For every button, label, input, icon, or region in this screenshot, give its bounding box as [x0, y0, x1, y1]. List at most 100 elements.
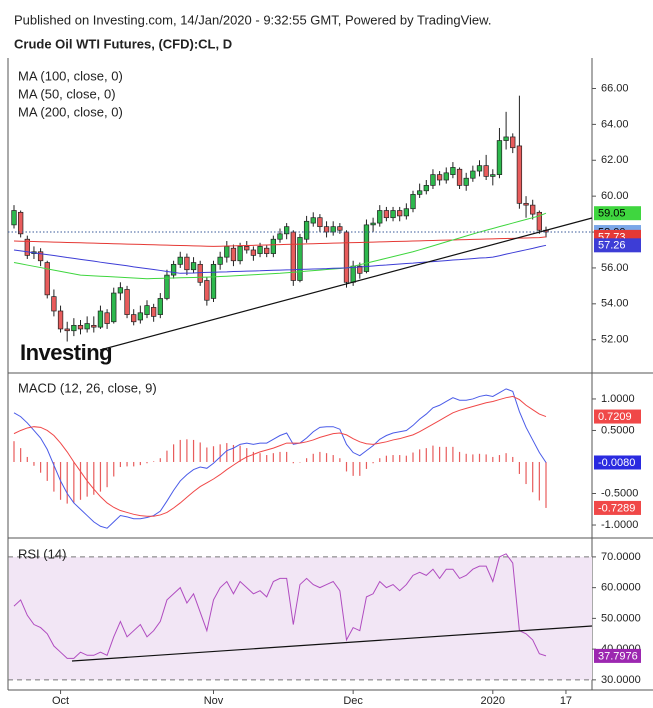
candle-body: [496, 140, 503, 175]
histogram-bar: [93, 461, 95, 495]
panel-title: MACD (12, 26, close, 9): [18, 380, 157, 395]
series-line: [13, 244, 547, 274]
histogram-bar: [20, 448, 22, 462]
candle-body: [284, 226, 290, 235]
histogram-bar: [419, 449, 421, 462]
candle-body: [476, 165, 483, 172]
histogram-bar: [339, 458, 341, 462]
candle-body: [430, 174, 436, 186]
histogram-bar: [518, 461, 520, 474]
histogram-bar: [365, 461, 368, 469]
y-tick-label: 54.00: [601, 298, 629, 310]
candle-body: [144, 305, 150, 315]
histogram-bar: [412, 452, 414, 462]
logo: Investing: [20, 340, 112, 365]
histogram-bar: [545, 461, 547, 508]
histogram-bar: [73, 461, 75, 503]
labels: 52.0054.0056.0058.0060.0062.0064.0066.00…: [52, 82, 641, 707]
histogram-bar: [119, 461, 121, 468]
candle-body: [323, 226, 330, 233]
candle-body: [423, 185, 429, 192]
candle-body: [184, 256, 190, 271]
x-tick-label: 17: [560, 695, 572, 707]
histogram-bar: [292, 461, 294, 464]
candle-body: [377, 210, 383, 224]
candle-body: [137, 312, 144, 321]
x-tick-label: 2020: [481, 695, 505, 707]
candle-body: [270, 238, 276, 254]
value-tag-label: 37.7976: [598, 650, 638, 662]
histogram-bar: [359, 461, 361, 476]
histogram-bar: [425, 448, 427, 462]
candle-body: [363, 224, 370, 272]
value-tag: [594, 206, 641, 221]
histogram-bar: [372, 461, 374, 464]
histogram-bar: [79, 461, 82, 500]
candle-body: [337, 226, 343, 231]
value-tag-label: 59.05: [598, 208, 626, 220]
x-tick-label: Nov: [204, 695, 224, 707]
histogram-bar: [332, 455, 334, 462]
candle-body: [117, 287, 124, 294]
y-tick-label: 62.00: [601, 154, 629, 166]
histogram-bar: [166, 450, 168, 462]
candle-body: [390, 210, 396, 219]
y-tick-label: 1.0000: [601, 393, 635, 405]
histogram-bar: [219, 444, 221, 462]
candle-body: [483, 165, 489, 177]
candle-body: [410, 194, 416, 210]
legend-entry: MA (50, close, 0): [18, 86, 116, 101]
histogram-bar: [286, 451, 288, 462]
candle-body: [244, 246, 250, 251]
series-line: [13, 236, 547, 247]
candle-body: [177, 256, 183, 265]
value-tag: [594, 648, 641, 663]
histogram-bar: [106, 461, 108, 488]
candle-body: [523, 202, 529, 206]
y-tick-label: 66.00: [601, 82, 629, 94]
histogram-bar: [126, 461, 128, 467]
series-line: [13, 395, 547, 517]
candle-body: [330, 226, 336, 233]
panel-title: RSI (14): [18, 546, 66, 561]
candle-body: [516, 145, 523, 204]
y-tick-label: -0.5000: [601, 487, 638, 499]
histogram-bar: [532, 461, 534, 493]
chart-title: Crude Oil WTI Futures, (CFD):CL, D: [14, 36, 232, 51]
candle-body: [37, 251, 44, 262]
y-tick-label: -1.0000: [601, 519, 638, 531]
candle-body: [530, 204, 536, 215]
histogram-bar: [306, 458, 308, 462]
histogram-bar: [452, 446, 454, 462]
candle-body: [71, 324, 77, 332]
histogram-bar: [498, 455, 501, 462]
candle-body: [64, 328, 70, 332]
candle-body: [164, 274, 170, 299]
y-tick-label: 60.0000: [601, 582, 641, 594]
candle-body: [77, 324, 84, 330]
candle-body: [250, 249, 257, 256]
candle-body: [503, 136, 509, 141]
histogram-bar: [439, 446, 441, 462]
histogram-bar: [385, 455, 387, 462]
histogram-bar: [279, 451, 281, 462]
histogram-bar: [432, 445, 434, 462]
histogram-bar: [206, 447, 208, 462]
histogram-bar: [272, 453, 274, 462]
candle-body: [450, 167, 456, 175]
candle-body: [204, 280, 210, 301]
candle-body: [536, 211, 542, 231]
candle-body: [510, 136, 516, 149]
candle-body: [104, 312, 110, 324]
histogram-bar: [472, 454, 474, 462]
candle-body: [357, 265, 363, 274]
value-tag-label: -0.7289: [598, 502, 635, 514]
value-tag: [594, 238, 641, 253]
histogram-bar: [226, 443, 228, 462]
histogram-bar: [458, 451, 461, 462]
candle-body: [264, 247, 270, 254]
histogram-bar: [66, 461, 68, 504]
legend-entry: MA (100, close, 0): [18, 68, 123, 83]
value-tag-label: 0.7209: [598, 411, 632, 423]
candle-body: [11, 210, 17, 226]
